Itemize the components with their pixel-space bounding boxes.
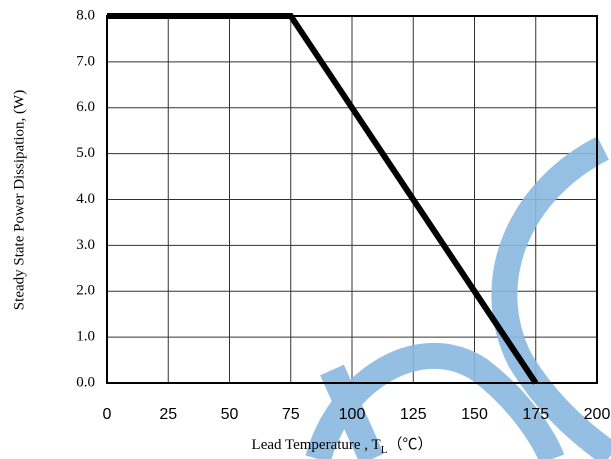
x-tick-label: 75 — [282, 406, 300, 423]
line — [107, 13, 539, 385]
y-tick-label: 2.0 — [76, 283, 95, 299]
x-axis-label-subscript: L — [381, 444, 388, 456]
x-tick-label: 175 — [522, 406, 549, 423]
x-tick-label: 200 — [584, 406, 611, 423]
y-tick-label: 0.0 — [76, 374, 95, 390]
y-tick-label: 6.0 — [76, 99, 95, 115]
watermark — [305, 136, 611, 459]
x-tick-label: 150 — [461, 406, 488, 423]
y-tick-label: 4.0 — [76, 191, 95, 207]
watermark-stroke — [320, 364, 384, 459]
x-tick-label: 25 — [159, 406, 177, 423]
y-tick-label: 8.0 — [76, 7, 95, 23]
x-axis-label: Lead Temperature , TL（℃） — [252, 436, 433, 455]
plot — [106, 13, 598, 385]
y-tick-label: 7.0 — [76, 53, 95, 69]
x-axis-label-unit: （℃） — [387, 436, 432, 453]
x-tick-label: 100 — [339, 406, 366, 423]
y-tick-label: 1.0 — [76, 329, 95, 345]
y-tick-label: 5.0 — [76, 145, 95, 161]
x-tick-label: 50 — [221, 406, 239, 423]
x-tick-label: 125 — [400, 406, 427, 423]
watermark-curve — [491, 136, 611, 459]
x-tick-label: 0 — [103, 406, 112, 423]
y-tick-label: 3.0 — [76, 237, 95, 253]
x-axis-label-text: Lead Temperature , T — [252, 437, 381, 453]
plot-border — [106, 15, 598, 384]
y-axis-label: Steady State Power Dissipation, (W) — [11, 90, 27, 310]
